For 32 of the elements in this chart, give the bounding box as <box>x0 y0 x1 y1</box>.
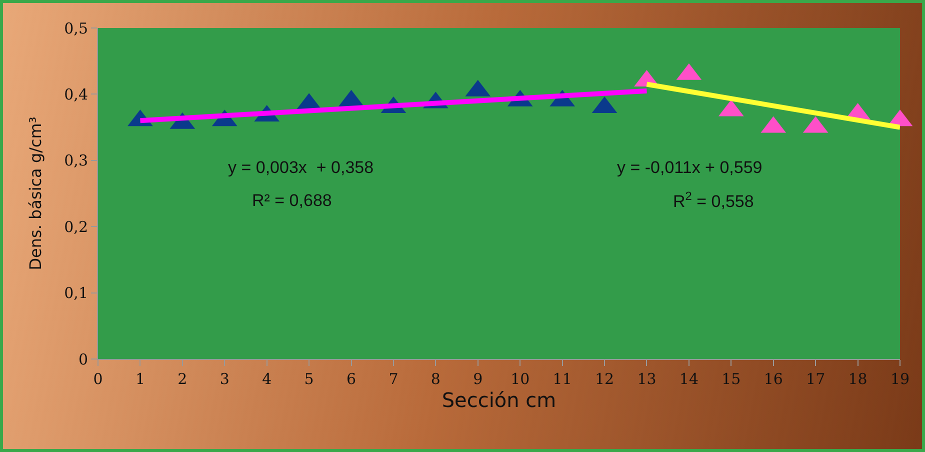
x-tick-label: 15 <box>722 370 741 388</box>
x-tick-label: 8 <box>430 370 440 388</box>
x-tick-label: 12 <box>594 370 614 388</box>
x-tick-label: 17 <box>806 370 826 388</box>
x-tick-label: 2 <box>178 370 188 388</box>
x-tick-label: 3 <box>220 370 230 388</box>
x-tick-label: 13 <box>637 370 656 388</box>
x-tick-label: 5 <box>304 370 314 388</box>
annotation: y = -0,011x + 0,559 <box>617 158 762 177</box>
y-tick-label: 0,1 <box>64 284 88 302</box>
x-tick-label: 19 <box>890 370 910 388</box>
y-tick-label: 0,5 <box>64 19 88 38</box>
x-tick-label: 4 <box>262 370 272 388</box>
x-tick-label: 6 <box>346 370 356 388</box>
y-tick-label: 0,2 <box>64 218 88 236</box>
x-tick-label: 11 <box>552 370 572 388</box>
y-tick-label: 0,4 <box>64 85 88 104</box>
x-tick-label: 0 <box>93 370 103 388</box>
annotation: y = 0,003x + 0,358 <box>228 158 374 177</box>
annotation: R$^{2}$ = 0,558 <box>673 189 754 212</box>
x-axis-title: Sección cm <box>442 388 556 412</box>
y-tick-label: 0,3 <box>64 152 88 170</box>
x-tick-label: 10 <box>510 370 530 388</box>
x-tick-label: 9 <box>473 370 483 388</box>
x-tick-label: 14 <box>679 370 698 388</box>
y-axis-title: Dens. básica g/cm³ <box>26 116 46 270</box>
x-tick-label: 16 <box>764 370 783 388</box>
x-tick-label: 7 <box>388 370 398 388</box>
x-tick-label: 1 <box>135 370 145 388</box>
y-tick-label: 0 <box>78 350 88 368</box>
annotation: R² = 0,688 <box>252 191 332 210</box>
x-tick-label: 18 <box>848 370 868 388</box>
